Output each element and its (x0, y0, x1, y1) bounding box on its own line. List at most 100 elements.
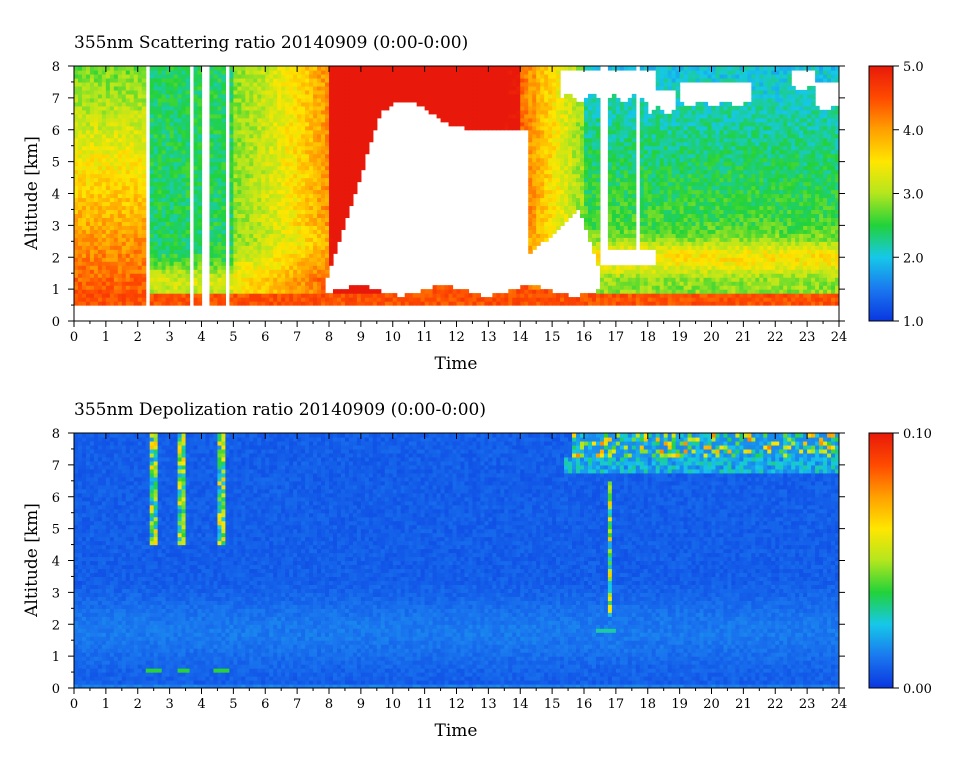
scattering-heatmap-cell (194, 186, 199, 191)
scattering-heatmap-cell (293, 273, 298, 278)
scattering-heatmap-cell (249, 98, 254, 103)
scattering-heatmap-cell (369, 66, 374, 71)
scattering-heatmap-cell (178, 293, 183, 298)
scattering-heatmap-cell (158, 138, 163, 143)
scattering-heatmap-cell (337, 106, 342, 111)
scattering-heatmap-cell (130, 293, 135, 298)
scattering-heatmap-cell (277, 122, 282, 127)
scattering-heatmap-cell (293, 138, 298, 143)
scattering-heatmap-cell (445, 102, 450, 107)
scattering-heatmap-cell (389, 98, 394, 103)
scattering-heatmap-cell (186, 114, 191, 119)
scattering-heatmap-cell (138, 134, 143, 139)
scattering-heatmap-cell (460, 98, 465, 103)
scattering-heatmap-cell (154, 142, 159, 147)
scattering-heatmap-cell (337, 150, 342, 155)
scattering-heatmap-cell (170, 249, 175, 254)
scattering-heatmap-cell (361, 158, 366, 163)
scattering-heatmap-cell (245, 269, 250, 274)
scattering-heatmap-cell (245, 114, 250, 119)
scattering-heatmap-cell (178, 90, 183, 95)
scattering-heatmap-cell (277, 186, 282, 191)
scattering-heatmap-cell (82, 74, 87, 79)
scattering-heatmap-cell (261, 158, 266, 163)
scattering-heatmap-cell (496, 102, 501, 107)
scattering-heatmap-cell (78, 110, 83, 115)
scattering-heatmap-cell (281, 213, 286, 218)
scattering-heatmap-cell (544, 150, 549, 155)
scattering-heatmap-cell (78, 70, 83, 75)
scattering-heatmap-cell (309, 138, 314, 143)
scattering-heatmap-cell (154, 229, 159, 234)
scattering-heatmap-cell (162, 285, 167, 290)
scattering-heatmap-cell (365, 94, 370, 99)
scattering-heatmap-cell (313, 277, 318, 282)
scattering-heatmap-cell (552, 209, 557, 214)
scattering-heatmap-cell (305, 265, 310, 270)
scattering-heatmap-cell (289, 301, 294, 306)
scattering-heatmap-cell (516, 301, 521, 306)
scattering-heatmap-cell (345, 82, 350, 87)
scattering-heatmap-cell (182, 221, 187, 226)
scattering-heatmap-cell (472, 94, 477, 99)
scattering-heatmap-cell (329, 78, 334, 83)
scattering-heatmap-cell (90, 154, 95, 159)
scattering-heatmap-cell (468, 114, 473, 119)
scattering-heatmap-cell (357, 90, 362, 95)
scattering-heatmap-cell (213, 273, 218, 278)
scattering-heatmap-cell (273, 297, 278, 302)
scattering-heatmap-cell (273, 162, 278, 167)
scattering-heatmap-cell (249, 82, 254, 87)
scattering-heatmap-cell (217, 241, 222, 246)
scattering-heatmap-cell (313, 78, 318, 83)
scattering-heatmap-cell (281, 146, 286, 151)
scattering-heatmap-cell (449, 106, 454, 111)
scattering-heatmap-cell (552, 201, 557, 206)
scattering-heatmap-cell (464, 102, 469, 107)
scattering-heatmap-cell (162, 174, 167, 179)
scattering-heatmap-cell (329, 197, 334, 202)
scattering-heatmap-cell (325, 269, 330, 274)
scattering-heatmap-cell (98, 253, 103, 258)
scattering-heatmap-cell (178, 209, 183, 214)
scattering-heatmap-cell (253, 170, 258, 175)
scattering-heatmap-cell (90, 90, 95, 95)
scattering-heatmap-cell (114, 194, 119, 199)
scattering-heatmap-cell (154, 138, 159, 143)
scattering-heatmap-cell (317, 237, 322, 242)
scattering-heatmap-cell (249, 174, 254, 179)
scattering-heatmap-cell (409, 78, 414, 83)
scattering-heatmap-cell (217, 289, 222, 294)
scattering-heatmap-cell (86, 110, 91, 115)
scattering-heatmap-cell (389, 102, 394, 107)
scattering-heatmap-cell (389, 90, 394, 95)
scattering-heatmap-cell (90, 178, 95, 183)
scattering-heatmap-cell (357, 146, 362, 151)
scattering-heatmap-cell (94, 110, 99, 115)
scattering-heatmap-cell (548, 190, 553, 195)
scattering-heatmap-cell (261, 134, 266, 139)
scattering-heatmap-cell (253, 118, 258, 123)
scattering-heatmap-cell (158, 186, 163, 191)
scattering-heatmap-cell (524, 285, 529, 290)
scattering-heatmap-cell (309, 213, 314, 218)
scattering-heatmap-cell (142, 110, 147, 115)
scattering-heatmap-cell (158, 297, 163, 302)
scattering-heatmap-cell (524, 102, 529, 107)
scattering-heatmap-cell (233, 281, 238, 286)
scattering-heatmap-cell (536, 114, 541, 119)
scattering-heatmap-cell (82, 94, 87, 99)
scattering-heatmap-cell (182, 273, 187, 278)
scattering-heatmap-cell (333, 213, 338, 218)
scattering-heatmap-cell (309, 182, 314, 187)
scattering-heatmap-cell (86, 194, 91, 199)
scattering-heatmap-cell (174, 102, 179, 107)
scattering-heatmap-cell (345, 134, 350, 139)
scattering-heatmap-cell (229, 285, 234, 290)
scattering-heatmap-cell (130, 70, 135, 75)
scattering-heatmap-cell (433, 86, 438, 91)
scattering-heatmap-cell (548, 150, 553, 155)
scattering-heatmap-cell (301, 78, 306, 83)
scattering-heatmap-cell (138, 82, 143, 87)
scattering-heatmap-cell (245, 237, 250, 242)
